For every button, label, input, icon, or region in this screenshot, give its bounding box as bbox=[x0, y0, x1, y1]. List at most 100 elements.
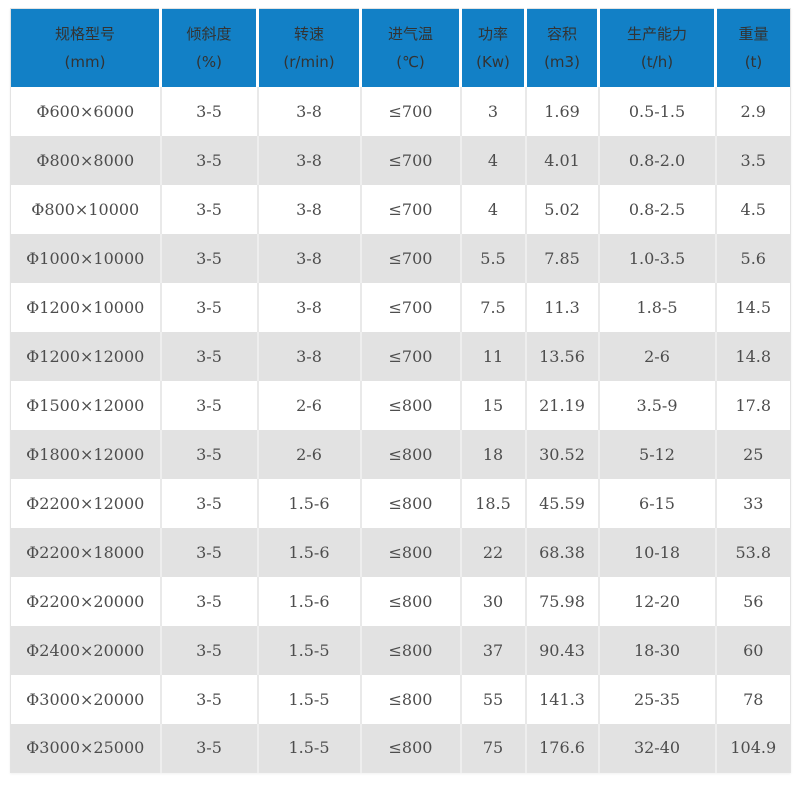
header-unit: (m3) bbox=[544, 52, 580, 71]
table-cell: 3-5 bbox=[160, 86, 259, 136]
table-cell: 55 bbox=[460, 674, 527, 724]
header-cell-inlet-temp: 进气温 (℃) bbox=[360, 8, 462, 87]
header-title: 进气温 bbox=[387, 24, 433, 43]
table-cell: 141.3 bbox=[525, 674, 600, 724]
table-cell: 3 bbox=[460, 86, 527, 136]
table-cell: 2-6 bbox=[598, 331, 717, 381]
table-cell: Φ2200×18000 bbox=[10, 527, 162, 577]
table-cell: 7.85 bbox=[525, 233, 600, 283]
table-cell: 21.19 bbox=[525, 380, 600, 430]
table-cell: 3-8 bbox=[257, 233, 362, 283]
header-cell-incline: 倾斜度 (%) bbox=[160, 8, 259, 87]
table-cell: Φ3000×20000 bbox=[10, 674, 162, 724]
table-cell: Φ800×8000 bbox=[10, 135, 162, 185]
table-cell: 5-12 bbox=[598, 429, 717, 479]
table-cell: 18 bbox=[460, 429, 527, 479]
table-cell: ≤700 bbox=[360, 233, 462, 283]
table-cell: 53.8 bbox=[715, 527, 791, 577]
table-cell: Φ3000×25000 bbox=[10, 723, 162, 773]
table-cell: 176.6 bbox=[525, 723, 600, 773]
table-cell: ≤700 bbox=[360, 184, 462, 234]
table-cell: 18.5 bbox=[460, 478, 527, 528]
table-cell: 0.8-2.0 bbox=[598, 135, 717, 185]
table-row: Φ3000×25000 3-5 1.5-5 ≤800 75 176.6 32-40 104.9 bbox=[10, 723, 791, 773]
table-cell: ≤700 bbox=[360, 135, 462, 185]
table-cell: 3.5 bbox=[715, 135, 791, 185]
header-unit: (t/h) bbox=[640, 52, 674, 71]
table-row: Φ2200×12000 3-5 1.5-6 ≤800 18.5 45.59 6-15 33 bbox=[10, 478, 791, 528]
table-row: Φ1000×10000 3-5 3-8 ≤700 5.5 7.85 1.0-3.5 5.6 bbox=[10, 233, 791, 283]
table-cell: 3-8 bbox=[257, 331, 362, 381]
table-cell: 90.43 bbox=[525, 625, 600, 675]
table-row: Φ1800×12000 3-5 2-6 ≤800 18 30.52 5-12 25 bbox=[10, 429, 791, 479]
table-cell: 37 bbox=[460, 625, 527, 675]
table-cell: Φ2400×20000 bbox=[10, 625, 162, 675]
header-cell-volume: 容积 (m3) bbox=[525, 8, 600, 87]
table-row: Φ1200×10000 3-5 3-8 ≤700 7.5 11.3 1.8-5 14.5 bbox=[10, 282, 791, 332]
table-cell: 75 bbox=[460, 723, 527, 773]
table-cell: 4.01 bbox=[525, 135, 600, 185]
header-title: 重量 bbox=[738, 24, 769, 43]
table-cell: 3-5 bbox=[160, 135, 259, 185]
table-cell: 7.5 bbox=[460, 282, 527, 332]
table-cell: 3-5 bbox=[160, 380, 259, 430]
header-cell-speed: 转速 (r/min) bbox=[257, 8, 362, 87]
table-cell: 3-5 bbox=[160, 429, 259, 479]
table-cell: Φ1500×12000 bbox=[10, 380, 162, 430]
table-cell: 1.5-5 bbox=[257, 625, 362, 675]
table-cell: 22 bbox=[460, 527, 527, 577]
table-cell: 2-6 bbox=[257, 380, 362, 430]
table-cell: 11.3 bbox=[525, 282, 600, 332]
table-row: Φ600×6000 3-5 3-8 ≤700 3 1.69 0.5-1.5 2.9 bbox=[10, 86, 791, 136]
table-row: Φ1200×12000 3-5 3-8 ≤700 11 13.56 2-6 14.8 bbox=[10, 331, 791, 381]
table-cell: 33 bbox=[715, 478, 791, 528]
table-cell: 3-8 bbox=[257, 184, 362, 234]
header-title: 规格型号 bbox=[54, 24, 115, 43]
table-cell: 3-8 bbox=[257, 135, 362, 185]
header-title: 容积 bbox=[546, 24, 577, 43]
table-cell: 17.8 bbox=[715, 380, 791, 430]
header-unit: (r/min) bbox=[283, 52, 335, 71]
table-cell: 10-18 bbox=[598, 527, 717, 577]
table-cell: 2-6 bbox=[257, 429, 362, 479]
table-cell: Φ2200×12000 bbox=[10, 478, 162, 528]
table-cell: 3-8 bbox=[257, 282, 362, 332]
table-cell: 4.5 bbox=[715, 184, 791, 234]
table-cell: 13.56 bbox=[525, 331, 600, 381]
table-cell: 45.59 bbox=[525, 478, 600, 528]
table-cell: ≤700 bbox=[360, 282, 462, 332]
table-row: Φ2200×18000 3-5 1.5-6 ≤800 22 68.38 10-18 53.8 bbox=[10, 527, 791, 577]
table-cell: ≤800 bbox=[360, 380, 462, 430]
table-cell: 1.5-6 bbox=[257, 576, 362, 626]
table-cell: 60 bbox=[715, 625, 791, 675]
header-title: 生产能力 bbox=[626, 24, 687, 43]
table-row: Φ2200×20000 3-5 1.5-6 ≤800 30 75.98 12-20 56 bbox=[10, 576, 791, 626]
table-cell: Φ1000×10000 bbox=[10, 233, 162, 283]
table-cell: 1.69 bbox=[525, 86, 600, 136]
table-cell: 5.5 bbox=[460, 233, 527, 283]
table-cell: 4 bbox=[460, 135, 527, 185]
table-cell: 3-5 bbox=[160, 331, 259, 381]
table-cell: 3-5 bbox=[160, 674, 259, 724]
table-cell: 1.5-5 bbox=[257, 723, 362, 773]
header-unit: (%) bbox=[196, 52, 222, 71]
table-cell: 18-30 bbox=[598, 625, 717, 675]
table-cell: ≤800 bbox=[360, 723, 462, 773]
table-cell: ≤700 bbox=[360, 331, 462, 381]
table-cell: 2.9 bbox=[715, 86, 791, 136]
header-title: 转速 bbox=[293, 24, 324, 43]
table-cell: 5.6 bbox=[715, 233, 791, 283]
header-cell-capacity: 生产能力 (t/h) bbox=[598, 8, 717, 87]
table-row: Φ1500×12000 3-5 2-6 ≤800 15 21.19 3.5-9 17.8 bbox=[10, 380, 791, 430]
table-cell: Φ1800×12000 bbox=[10, 429, 162, 479]
page: { "chart_data": { "type": "table", "head… bbox=[0, 8, 800, 795]
table-cell: 3-5 bbox=[160, 576, 259, 626]
table-cell: 3-5 bbox=[160, 625, 259, 675]
spec-table-container: 规格型号 (mm) 倾斜度 (%) 转速 (r/min) 进气温 (℃) 功率 bbox=[10, 8, 791, 773]
table-cell: Φ800×10000 bbox=[10, 184, 162, 234]
table-cell: ≤800 bbox=[360, 429, 462, 479]
table-row: Φ3000×20000 3-5 1.5-5 ≤800 55 141.3 25-35 78 bbox=[10, 674, 791, 724]
header-title: 功率 bbox=[477, 24, 508, 43]
table-cell: 15 bbox=[460, 380, 527, 430]
table-body: Φ600×6000 3-5 3-8 ≤700 3 1.69 0.5-1.5 2.9 Φ800×8… bbox=[10, 86, 791, 773]
